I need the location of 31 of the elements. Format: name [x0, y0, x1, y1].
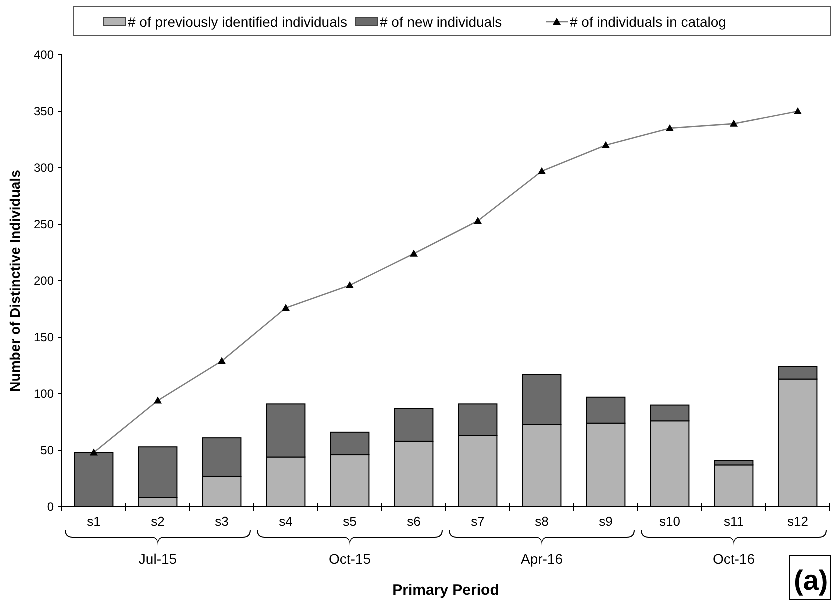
text: Jul-15 [138, 551, 178, 567]
legend-label: # of previously identified individuals [128, 14, 348, 30]
y-tick-label: 200 [34, 274, 54, 288]
y-tick-label: 0 [47, 500, 54, 514]
x-tick-label: s6 [407, 514, 421, 529]
y-tick-label: 400 [34, 48, 54, 62]
x-tick-label: s7 [471, 514, 485, 529]
text: Apr-16 [520, 551, 564, 567]
x-tick-label: s2 [151, 514, 165, 529]
x-axis-title: Primary Period [392, 582, 500, 599]
legend-label: # of individuals in catalog [570, 14, 726, 30]
x-tick-label: s4 [279, 514, 293, 529]
y-axis-title: Number of Distinctive Individuals [7, 170, 23, 392]
x-tick-label: s12 [788, 514, 808, 529]
x-tick-label: s9 [599, 514, 613, 529]
legend-label: # of new individuals [380, 14, 502, 30]
x-tick-label: s5 [343, 514, 357, 529]
text: (a) [794, 565, 828, 596]
text: Oct-16 [712, 551, 756, 567]
x-tick-label: s3 [215, 514, 229, 529]
x-tick-label: s10 [660, 514, 680, 529]
y-tick-label: 50 [40, 444, 54, 458]
y-tick-label: 350 [34, 104, 54, 118]
x-tick-label: s1 [87, 514, 101, 529]
y-tick-label: 300 [34, 161, 54, 175]
text: Oct-15 [328, 551, 372, 567]
y-tick-label: 150 [34, 330, 54, 344]
y-tick-label: 250 [34, 218, 54, 232]
y-tick-label: 100 [34, 387, 54, 401]
x-tick-label: s8 [535, 514, 549, 529]
x-tick-label: s11 [724, 514, 744, 529]
